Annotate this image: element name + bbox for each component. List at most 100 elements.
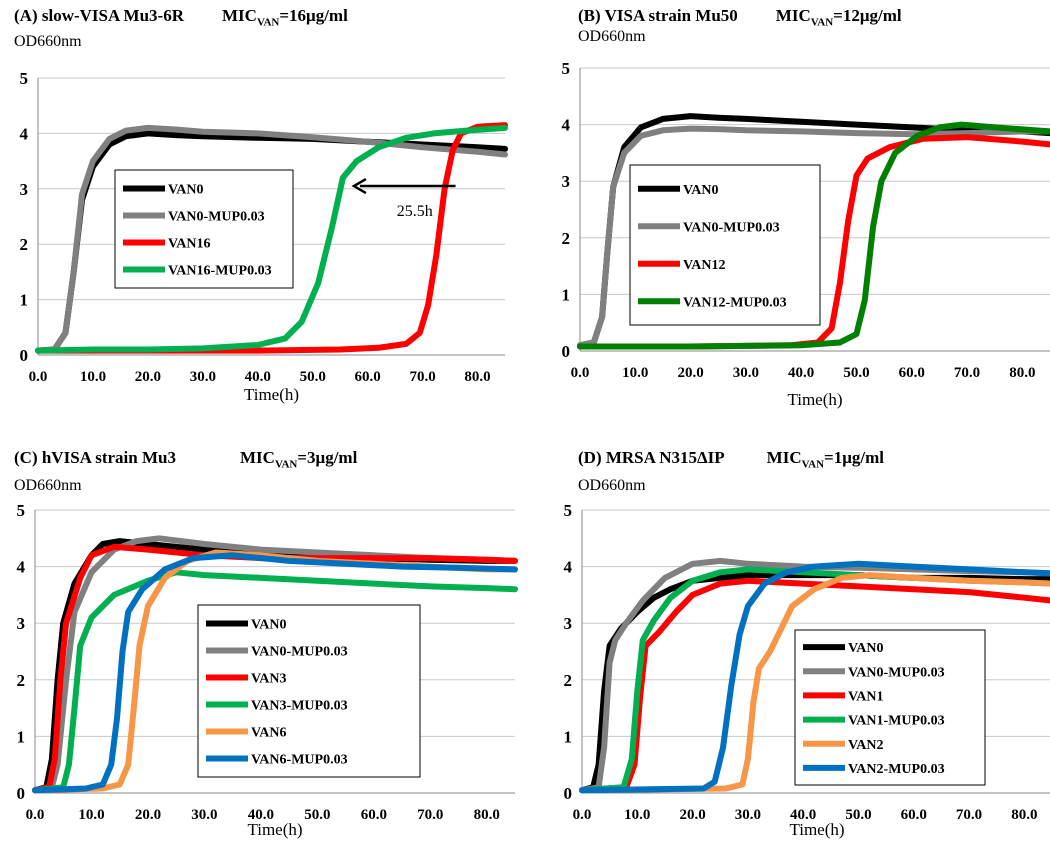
panel-a-ytick-label: 5 [20,69,29,88]
panel-d-strain: (D) MRSA N315ΔIP [578,448,725,467]
panel-d-xtick-label: 50.0 [845,807,871,823]
panel-a-series-van16 [35,122,508,354]
panel-a-xtick-label: 30.0 [190,369,216,385]
panel-a-legend: VAN0 VAN0-MUP0.03 VAN16 VAN16-MUP0.03 [114,169,294,289]
panel-b-xtick-label: 0.0 [571,365,590,381]
panel-c-xtick-label: 60.0 [361,807,387,823]
panel-b-ytick-label: 3 [562,172,571,191]
panel-c-xtick-label: 80.0 [474,807,500,823]
panel-b-ylabel: OD660nm [578,28,646,45]
panel-b-series-van12-mup003 [577,121,1050,350]
panel-c-ytick-label: 4 [17,558,26,577]
panel-a-legend-label: VAN16-MUP0.03 [168,264,272,279]
panel-b-legend-label: VAN0 [683,183,719,198]
panel-a-ytick-label: 3 [20,180,29,199]
panel-b-strain: (B) VISA strain Mu50 [578,6,738,25]
panel-d-ytick-label: 0 [564,784,573,803]
panel-b-legend: VAN0 VAN0-MUP0.03 VAN12 VAN12-MUP0.03 [629,164,821,326]
panel-a-ylabel: OD660nm [14,33,82,50]
panel-c-xtick-label: 10.0 [78,807,104,823]
panel-d-legend-label: VAN1-MUP0.03 [848,714,945,729]
panel-d-legend-label: VAN2-MUP0.03 [848,762,945,777]
panel-d-ytick-label: 1 [564,727,573,746]
panel-d-ytick-label: 4 [564,558,573,577]
panel-a-strain: (A) slow-VISA Mu3-6R [14,6,184,25]
panel-c-xtick-label: 0.0 [26,807,45,823]
panel-a-legend-label: VAN16 [168,237,211,252]
panel-c-ytick-label: 0 [17,784,26,803]
panel-c-xtick-label: 70.0 [417,807,443,823]
panel-a-legend-label: VAN0-MUP0.03 [168,210,265,225]
panel-b-mic: MICVAN=12μg/ml [775,6,902,29]
panel-c-legend-label: VAN0 [251,618,287,633]
panel-b-xtick-label: 10.0 [622,365,648,381]
panel-b-title: (B) VISA strain Mu50 MICVAN=12μg/ml [578,6,902,28]
panel-d-xtick-label: 60.0 [901,807,927,823]
panel-c-series-van6-mup003 [32,552,518,794]
panel-a-ytick-label: 2 [20,235,29,254]
panel-c-xtick-label: 40.0 [248,807,274,823]
panel-d-legend-label: VAN1 [848,689,884,704]
panel-c-ytick-label: 2 [17,671,26,690]
panel-d-series-van2 [579,572,1050,794]
panel-c-legend-label: VAN0-MUP0.03 [251,645,348,660]
panel-c-ytick-label: 5 [17,501,26,520]
panel-a-xtick-label: 10.0 [80,369,106,385]
panel-b-xtick-label: 50.0 [843,365,869,381]
panel-a-legend-label: VAN0 [168,183,204,198]
panel-c-series-van3-mup003 [32,569,518,794]
panel-c-strain: (C) hVISA strain Mu3 [14,448,176,467]
panel-b-ytick-label: 0 [562,342,571,361]
panel-d-mic: MICVAN=1μg/ml [766,448,884,471]
panel-a-xlabel: Time(h) [244,385,299,404]
panel-c-ytick-label: 3 [17,614,26,633]
panel-d-xtick-label: 40.0 [790,807,816,823]
panel-a-xtick-label: 80.0 [464,369,490,385]
panel-d-ylabel: OD660nm [578,477,646,494]
panel-d-legend-label: VAN2 [848,738,884,753]
panel-d-xtick-label: 10.0 [624,807,650,823]
panel-c-xtick-label: 20.0 [135,807,161,823]
panel-d-xtick-label: 30.0 [735,807,761,823]
panel-a-mic: MICVAN=16μg/ml [222,6,348,29]
panel-c-mic: MICVAN=3μg/ml [240,448,358,471]
panel-b-legend-label: VAN0-MUP0.03 [683,220,780,235]
panel-d-xtick-label: 80.0 [1011,807,1037,823]
panel-c-legend-label: VAN6 [251,726,287,741]
panel-c-series-van3 [32,543,518,794]
panel-b-legend-label: VAN12 [683,258,726,273]
panel-a-xtick-label: 60.0 [355,369,381,385]
panel-a-series-van16-mup003 [35,124,508,354]
panel-a-ytick-label: 4 [20,124,29,143]
panel-a-ytick-label: 1 [20,291,29,310]
panel-c-title: (C) hVISA strain Mu3 MICVAN=3μg/ml [14,448,357,470]
panel-a-annotation-arrowhead [351,177,367,195]
panel-c-xtick-label: 50.0 [304,807,330,823]
panel-c-ylabel: OD660nm [14,477,82,494]
panel-d-legend-label: VAN0 [848,641,884,656]
panel-a-xtick-label: 50.0 [300,369,326,385]
panel-d-xtick-label: 70.0 [956,807,982,823]
panel-d-title: (D) MRSA N315ΔIP MICVAN=1μg/ml [578,448,884,470]
panel-a-ytick-label: 0 [20,346,29,365]
panel-b-xtick-label: 60.0 [899,365,925,381]
panel-d-legend-label: VAN0-MUP0.03 [848,665,945,680]
panel-c-xlabel: Time(h) [247,820,302,839]
panel-c-xtick-label: 30.0 [191,807,217,823]
panel-b-xtick-label: 20.0 [677,365,703,381]
panel-a-xtick-label: 70.0 [409,369,435,385]
panel-b-ytick-label: 5 [562,59,571,78]
panel-c-legend-label: VAN3 [251,672,287,687]
panel-d-legend-box [794,629,986,786]
panel-c-legend-label: VAN6-MUP0.03 [251,753,348,768]
panel-d-ytick-label: 5 [564,501,573,520]
panel-b-xtick-label: 30.0 [733,365,759,381]
panel-d-xtick-label: 0.0 [573,807,592,823]
panel-d-xlabel: Time(h) [789,820,844,839]
panel-a-xtick-label: 0.0 [29,369,48,385]
panel-b-xtick-label: 70.0 [954,365,980,381]
